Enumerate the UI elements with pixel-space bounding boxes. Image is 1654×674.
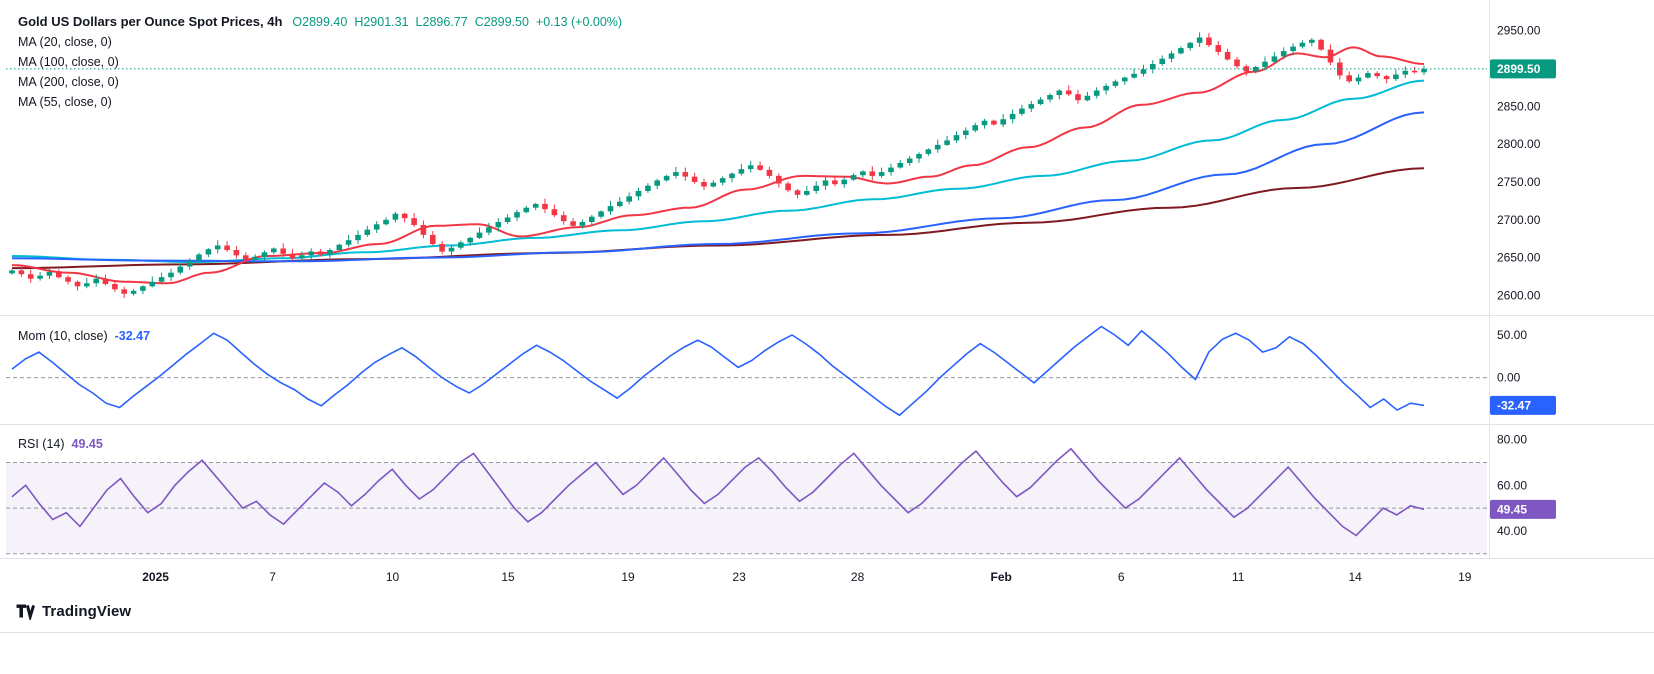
ma100-legend-row[interactable]: MA (100, close, 0) [18,52,622,72]
rsi-value: 49.45 [71,437,103,451]
svg-text:19: 19 [1458,570,1472,584]
tradingview-link[interactable]: TradingView [16,602,131,620]
momentum-value: -32.47 [114,329,151,343]
svg-text:23: 23 [732,570,746,584]
svg-text:0.00: 0.00 [1497,371,1521,385]
price-scale[interactable] [1490,0,1654,558]
ma200-legend-label: MA (200, close, 0) [18,75,119,89]
ohlc-open: O2899.40 [292,15,348,29]
svg-text:10: 10 [386,570,400,584]
momentum-pane[interactable] [0,316,1488,424]
svg-text:2899.50: 2899.50 [1497,62,1541,76]
ma20-legend-row[interactable]: MA (20, close, 0) [18,32,622,52]
pane-dividers [0,0,1654,633]
symbol-legend-row[interactable]: Gold US Dollars per Ounce Spot Prices, 4… [18,12,622,32]
ma200-legend-row[interactable]: MA (200, close, 0) [18,72,622,92]
legend-main: Gold US Dollars per Ounce Spot Prices, 4… [18,12,622,112]
ma-100-line [11,111,1425,263]
svg-text:2600.00: 2600.00 [1497,288,1541,302]
rsi-title: RSI (14) [18,437,65,451]
candles-series [9,32,1427,298]
legend-rsi: RSI (14) 49.45 [18,434,103,454]
legend-momentum: Mom (10, close) -32.47 [18,326,150,346]
svg-text:11: 11 [1232,570,1245,584]
symbol-title: Gold US Dollars per Ounce Spot Prices, 4… [18,14,283,29]
price-axis-labels: 2600.00 2650.00 2700.00 2750.00 2800.00 2850.… [1497,24,1541,538]
ohlc-change: +0.13 (+0.00%) [535,15,623,29]
tradingview-brand: TradingView [42,602,132,620]
ohlc-high: H2901.31 [354,15,409,29]
svg-text:19: 19 [621,570,635,584]
ohlc-low: L2896.77 [415,15,468,29]
svg-text:2700.00: 2700.00 [1497,213,1541,227]
svg-text:2800.00: 2800.00 [1497,137,1541,151]
tradingview-logo-icon [16,604,36,620]
ma100-legend-label: MA (100, close, 0) [18,55,119,69]
momentum-line [11,325,1425,417]
svg-text:15: 15 [501,570,515,584]
momentum-title: Mom (10, close) [18,329,108,343]
svg-text:2025: 2025 [142,570,169,584]
svg-text:7: 7 [269,570,276,584]
ma55-legend-label: MA (55, close, 0) [18,95,112,109]
momentum-value-badge: -32.47 [1490,395,1556,415]
svg-text:49.45: 49.45 [1497,502,1527,516]
ma-55-line [11,79,1425,264]
svg-text:2650.00: 2650.00 [1497,251,1541,265]
ma55-legend-row[interactable]: MA (55, close, 0) [18,92,622,112]
rsi-line [11,447,1425,537]
svg-text:2950.00: 2950.00 [1497,24,1541,38]
time-scale[interactable] [0,559,1654,599]
svg-text:2750.00: 2750.00 [1497,175,1541,189]
rsi-pane[interactable] [0,425,1488,558]
svg-text:60.00: 60.00 [1497,478,1527,492]
ohlc-close: C2899.50 [474,15,529,29]
indicator-level-lines [6,377,1487,555]
svg-text:6: 6 [1118,570,1125,584]
rsi-legend-row[interactable]: RSI (14) 49.45 [18,434,103,454]
svg-text:Feb: Feb [991,570,1012,584]
last-price-badge: 2899.50 [1490,59,1556,79]
svg-text:50.00: 50.00 [1497,328,1527,342]
rsi-value-badge: 49.45 [1490,499,1556,519]
svg-text:28: 28 [851,570,865,584]
time-axis-labels: 2025 7 10 15 19 23 28 Feb 6 11 14 19 [142,570,1472,584]
footer: TradingView [16,602,131,620]
svg-text:-32.47: -32.47 [1497,398,1531,412]
momentum-legend-row[interactable]: Mom (10, close) -32.47 [18,326,150,346]
svg-text:80.00: 80.00 [1497,433,1527,447]
svg-text:14: 14 [1349,570,1363,584]
ma20-legend-label: MA (20, close, 0) [18,35,112,49]
svg-text:2850.00: 2850.00 [1497,99,1541,113]
svg-text:40.00: 40.00 [1497,524,1527,538]
